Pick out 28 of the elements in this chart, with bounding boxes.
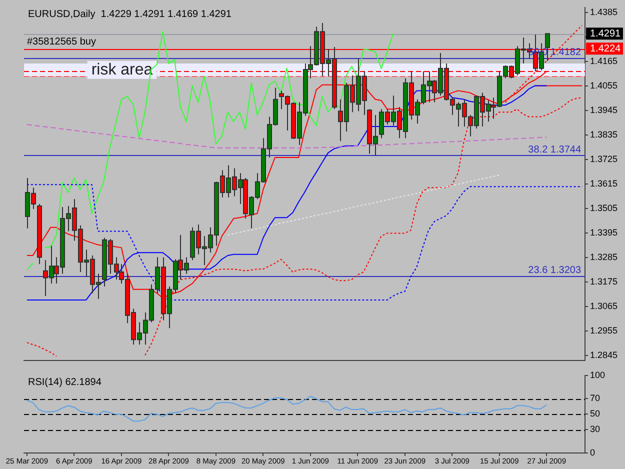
y-tick-label: 1.3725	[590, 154, 618, 164]
chart-title: EURUSD,Daily 1.4229 1.4291 1.4169 1.4291	[28, 9, 232, 20]
y-tick-label: 1.3835	[590, 130, 618, 140]
y-tick-label: 1.4055	[590, 80, 618, 91]
y-tick-label: 1.3175	[590, 276, 618, 287]
chart-title: RSI(14) 62.1894	[28, 377, 102, 388]
y-tick-label: 1.3285	[590, 252, 618, 262]
y-tick-label: 70	[590, 393, 600, 404]
ref-line-label: 38.2 1.3744	[528, 144, 582, 156]
y-tick-label: 1.4385	[590, 7, 618, 18]
ref-line-label: 1.4291	[590, 28, 622, 40]
y-tick-label: 1.3945	[590, 105, 618, 116]
y-tick-label: 1.4165	[590, 56, 618, 66]
y-tick-label: 1.3065	[590, 301, 618, 312]
y-tick-label: 0	[590, 447, 596, 458]
ref-line-label: 50.0 1.4182	[528, 46, 582, 58]
ref-line-label: 1.4224	[590, 43, 622, 54]
y-tick-label: 1.2845	[590, 350, 618, 360]
y-tick-label: 1.2955	[590, 326, 618, 336]
y-tick-label: 1.3615	[590, 178, 618, 189]
y-tick-label: 100	[590, 370, 606, 380]
y-tick-label: 1.3395	[590, 228, 618, 238]
band-label: risk area	[91, 61, 153, 78]
annotation: #35812565 buy	[27, 36, 96, 48]
ref-line-label: 23.6 1.3203	[528, 264, 582, 276]
y-tick-label: 1.3505	[590, 203, 618, 214]
y-tick-label: 30	[590, 424, 600, 434]
y-tick-label: 50	[590, 408, 600, 419]
